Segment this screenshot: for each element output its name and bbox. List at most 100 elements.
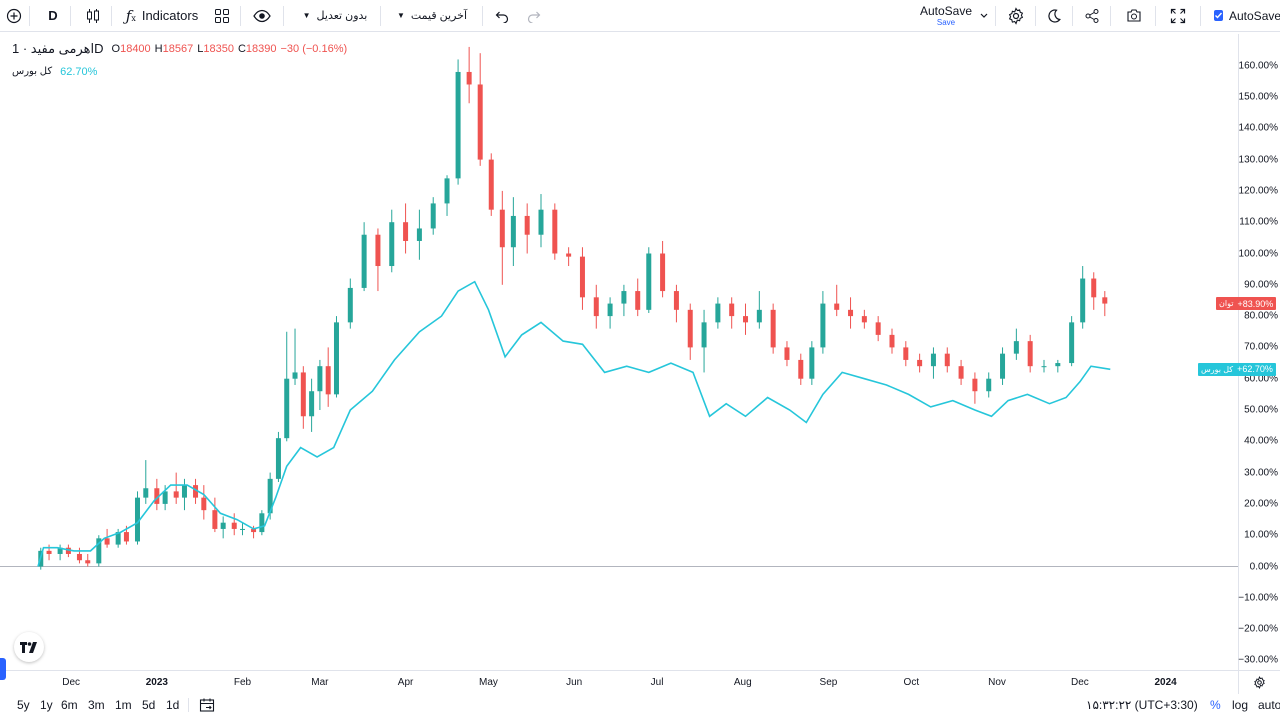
candle-body (579, 256, 585, 298)
candle-body (687, 309, 693, 348)
range-6m[interactable]: 6m (61, 698, 78, 712)
candle-body (593, 297, 599, 317)
price-scale-tick: 110.00% (1239, 216, 1278, 228)
candle-body (300, 372, 306, 417)
candle-body (347, 287, 353, 323)
last-price-badge: توان +83.90% (1216, 297, 1277, 311)
scale-settings-button[interactable] (1238, 670, 1280, 694)
chevron-down-icon: ▼ (302, 11, 311, 20)
candle-body (162, 491, 168, 504)
candle-body (566, 253, 572, 257)
settings-button[interactable] (1005, 0, 1027, 31)
candle-body (240, 528, 246, 530)
range-1y[interactable]: 1y (40, 698, 53, 712)
price-scale-tick: 70.00% (1244, 341, 1278, 353)
autosave-button[interactable]: AutoSave Save (918, 0, 974, 31)
candle-body (621, 291, 627, 304)
range-5y[interactable]: 5y (17, 698, 30, 712)
log-scale-toggle[interactable]: log (1232, 698, 1249, 712)
candle-body (444, 178, 450, 204)
layouts-button[interactable] (212, 0, 232, 31)
auto-scale-toggle[interactable]: auto (1258, 698, 1280, 712)
price-scale-tick: 80.00% (1244, 310, 1278, 322)
snapshot-button[interactable] (1124, 0, 1144, 31)
autosave-menu-button[interactable] (978, 0, 990, 31)
price-type-dropdown[interactable]: ▼ آخرین قیمت (392, 0, 470, 31)
candle-body (430, 203, 436, 229)
time-scale-tick: Oct (903, 677, 920, 688)
candle-body (756, 309, 762, 323)
toolbar-divider (995, 6, 996, 26)
eye-icon (253, 9, 271, 22)
price-scale-tick: 140.00% (1238, 122, 1278, 134)
price-change: −30 (−0.16%) (280, 43, 348, 55)
visibility-button[interactable] (251, 0, 273, 31)
chevron-down-icon: ▼ (396, 11, 405, 20)
timezone-clock[interactable]: ۱۵:۳۲:۲۲ (UTC+3:30) (1086, 698, 1198, 712)
candle-body (389, 222, 395, 267)
fullscreen-button[interactable] (1168, 0, 1188, 31)
candle-body (181, 485, 187, 498)
chevron-down-icon (980, 13, 988, 18)
candle-body (729, 303, 735, 317)
time-scale-tick: 2023 (145, 677, 168, 688)
candle-body (1091, 278, 1097, 298)
chart-type-button[interactable] (83, 0, 103, 31)
toolbar-divider (1155, 6, 1156, 26)
go-to-date-button[interactable] (199, 694, 215, 716)
price-scale-tick: 160.00% (1238, 60, 1278, 72)
share-button[interactable] (1082, 0, 1102, 31)
candle-body (251, 528, 257, 533)
candle-body (986, 378, 992, 392)
candle-body (673, 291, 679, 310)
candle-body (57, 547, 63, 554)
indicators-button[interactable]: ƒx Indicators (122, 0, 202, 31)
function-icon: ƒx (125, 6, 136, 25)
candle-body (1080, 278, 1086, 323)
candle-body (96, 538, 102, 564)
range-3m[interactable]: 3m (88, 698, 105, 712)
legend-main-row[interactable]: اهرمی مفید · 1D O18400 H18567 L18350 C18… (12, 41, 347, 57)
autosave-checkbox[interactable]: AutoSave (1214, 0, 1280, 31)
price-scale[interactable]: 160.00% 150.00% 140.00% 130.00% 120.00% 110.0… (1238, 34, 1280, 670)
candle-body (477, 84, 483, 160)
toolbar-divider (380, 6, 381, 26)
ohlc-low: L18350 (197, 43, 234, 55)
candle-body (715, 303, 721, 323)
compare-symbol-value: 62.70% (60, 66, 98, 78)
price-scale-tick: 0.00% (1249, 561, 1278, 572)
add-symbol-button[interactable] (4, 0, 24, 31)
tradingview-logo[interactable] (14, 632, 44, 662)
range-1m[interactable]: 1m (115, 698, 132, 712)
candle-body (1055, 363, 1061, 367)
chart-pane[interactable] (0, 34, 1238, 670)
indicators-label: Indicators (141, 8, 199, 23)
toolbar-divider (482, 6, 483, 26)
candle-body (607, 303, 613, 317)
candle-body (1041, 366, 1047, 368)
candle-body (259, 513, 265, 533)
candle-body (134, 497, 140, 542)
theme-toggle-button[interactable] (1044, 0, 1064, 31)
undo-button[interactable] (492, 0, 512, 31)
candle-body (1069, 322, 1075, 364)
candle-body (770, 309, 776, 348)
time-scale-tick: Jul (650, 677, 664, 688)
candle-body (701, 322, 707, 348)
calendar-icon (199, 698, 215, 712)
chart-legend: اهرمی مفید · 1D O18400 H18567 L18350 C18… (12, 41, 347, 78)
interval-button[interactable]: D (48, 8, 58, 23)
side-panel-handle[interactable] (0, 658, 6, 680)
candle-body (309, 391, 315, 417)
time-scale-tick: Nov (988, 677, 1006, 688)
legend-compare-row[interactable]: کل بورس 62.70% (12, 66, 347, 78)
range-5d[interactable]: 5d (142, 698, 156, 712)
adjustment-label: بدون تعدیل (316, 10, 368, 22)
percent-scale-toggle[interactable]: % (1210, 698, 1221, 712)
compare-price-badge: کل بورس +62.70% (1198, 362, 1276, 376)
adjustment-dropdown[interactable]: ▼ بدون تعدیل (294, 0, 374, 31)
range-1d[interactable]: 1d (166, 698, 180, 712)
time-scale[interactable]: Dec 2023 Feb Mar Apr May Jun Jul Aug Sep Oct Nov Dec… (0, 670, 1238, 694)
redo-button[interactable] (524, 0, 544, 31)
candle-body (635, 291, 641, 310)
